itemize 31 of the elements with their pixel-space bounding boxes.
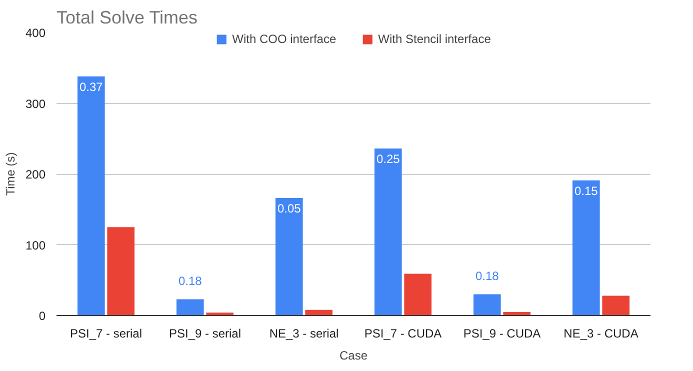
bar	[176, 299, 204, 316]
x-tick-label: NE_3 - CUDA	[564, 326, 638, 340]
bar	[602, 296, 630, 316]
y-axis-title: Time (s)	[3, 152, 18, 196]
bar	[275, 198, 303, 316]
y-tick-label: 100	[25, 238, 46, 252]
y-tick-label: 0	[38, 309, 46, 323]
y-tick-label: 200	[25, 168, 46, 182]
y-tick-label: 300	[25, 96, 46, 111]
x-tick-label: PSI_9 - CUDA	[463, 326, 541, 340]
annotation: 0.18	[178, 274, 202, 288]
bar	[107, 227, 135, 316]
x-axis-title: Case	[339, 348, 368, 362]
bar	[473, 294, 501, 316]
bar	[572, 180, 600, 316]
x-tick-label: PSI_7 - serial	[70, 326, 142, 340]
chart-title: Total Solve Times	[56, 8, 198, 28]
bar	[404, 274, 432, 316]
x-tick-label: PSI_7 - CUDA	[364, 326, 442, 340]
annotation: 0.37	[79, 80, 104, 94]
annotation: 0.25	[376, 152, 400, 166]
annotation: 0.18	[475, 269, 500, 284]
annotation: 0.05	[277, 202, 302, 216]
annotation: 0.15	[574, 184, 598, 198]
bar	[374, 148, 402, 316]
legend-label: With Stencil interface	[378, 32, 491, 46]
bar	[77, 76, 105, 316]
x-tick-label: NE_3 - serial	[269, 326, 339, 340]
x-tick-label: PSI_9 - serial	[168, 326, 242, 340]
y-tick-label: 400	[25, 26, 46, 40]
legend-label: With COO interface	[232, 32, 336, 46]
